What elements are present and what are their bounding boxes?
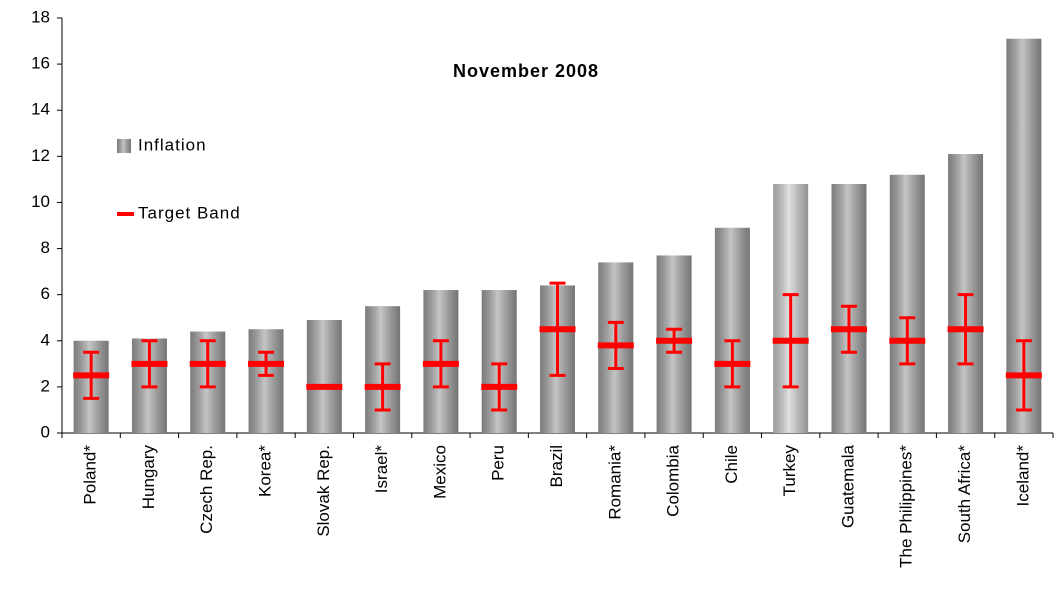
x-tick-label: South Africa*	[955, 445, 974, 544]
x-tick-label: The Philippines*	[897, 445, 916, 568]
chart-title: November 2008	[453, 61, 599, 81]
bar-shade	[248, 329, 284, 433]
y-tick-label: 10	[31, 192, 50, 211]
legend-label: Target Band	[138, 203, 241, 222]
legend-swatch-shade	[117, 139, 131, 153]
y-tick-label: 0	[41, 422, 50, 441]
x-tick-label: Turkey	[780, 445, 799, 497]
x-tick-label: Romania*	[605, 445, 624, 520]
x-tick-label: Poland*	[81, 445, 100, 505]
y-tick-label: 14	[31, 100, 50, 119]
bar-shade	[481, 290, 517, 433]
x-tick-label: Guatemala	[838, 444, 857, 528]
x-tick-label: Peru	[489, 445, 508, 481]
x-tick-label: Iceland*	[1013, 445, 1032, 507]
x-tick-label: Brazil	[547, 445, 566, 488]
legend: Inflation Target Band	[117, 135, 241, 222]
y-tick-label: 16	[31, 54, 50, 73]
y-tick-label: 2	[41, 376, 50, 395]
x-tick-label: Slovak Rep.	[314, 445, 333, 537]
bar-shade	[889, 174, 925, 433]
x-tick-label: Hungary	[139, 445, 158, 510]
x-tick-label: Colombia	[664, 444, 683, 516]
x-tick-label: Israel*	[372, 445, 391, 494]
y-tick-label: 6	[41, 284, 50, 303]
bar-shade	[714, 227, 750, 433]
x-tick-label: Czech Rep.	[197, 445, 216, 534]
legend-label: Inflation	[138, 135, 207, 154]
bar-shade	[306, 320, 342, 433]
x-tick-label: Korea*	[256, 445, 275, 497]
x-tick-label: Chile	[722, 445, 741, 484]
y-tick-label: 12	[31, 146, 50, 165]
x-tick-label: Mexico	[430, 445, 449, 499]
y-tick-label: 18	[31, 7, 50, 26]
y-tick-label: 4	[41, 330, 50, 349]
y-tick-label: 8	[41, 238, 50, 257]
